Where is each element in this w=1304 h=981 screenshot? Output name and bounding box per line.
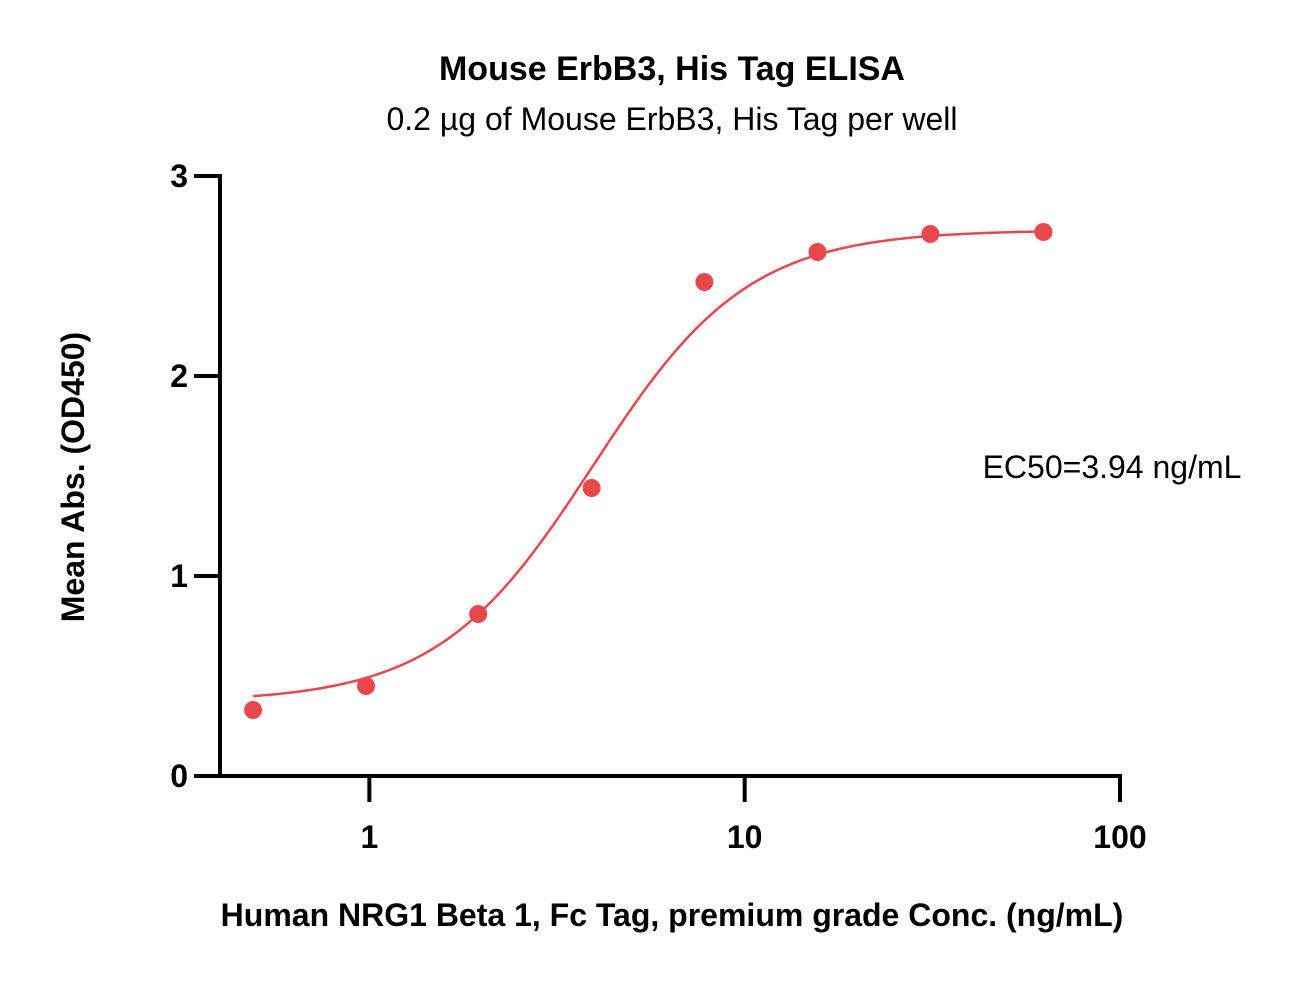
data-point: [695, 273, 714, 291]
y-axis-ticks: 0 1 2 3: [170, 158, 220, 794]
chart-title: Mouse ErbB3, His Tag ELISA: [439, 50, 905, 88]
data-point: [921, 225, 940, 243]
y-axis-label: Mean Abs. (OD450): [55, 332, 91, 622]
fit-curve: [252, 230, 1044, 698]
y-tick-label: 3: [170, 158, 188, 194]
chart-subtitle: 0.2 µg of Mouse ErbB3, His Tag per well: [386, 101, 957, 137]
x-tick-label: 10: [727, 819, 763, 855]
data-point: [357, 677, 376, 695]
data-point: [244, 701, 263, 719]
x-tick-label: 1: [360, 819, 378, 855]
x-tick-label: 100: [1093, 819, 1146, 855]
y-tick-label: 0: [170, 758, 188, 794]
ec50-annotation: EC50=3.94 ng/mL: [983, 449, 1242, 485]
data-point: [469, 605, 488, 623]
x-axis-ticks: 1 10 100: [360, 776, 1147, 855]
data-point: [1034, 223, 1053, 241]
data-point: [808, 243, 827, 261]
x-axis-label: Human NRG1 Beta 1, Fc Tag, premium grade…: [221, 897, 1124, 933]
data-point: [582, 479, 601, 497]
data-points: [244, 223, 1053, 719]
y-tick-label: 2: [170, 358, 188, 394]
y-tick-label: 1: [170, 558, 188, 594]
